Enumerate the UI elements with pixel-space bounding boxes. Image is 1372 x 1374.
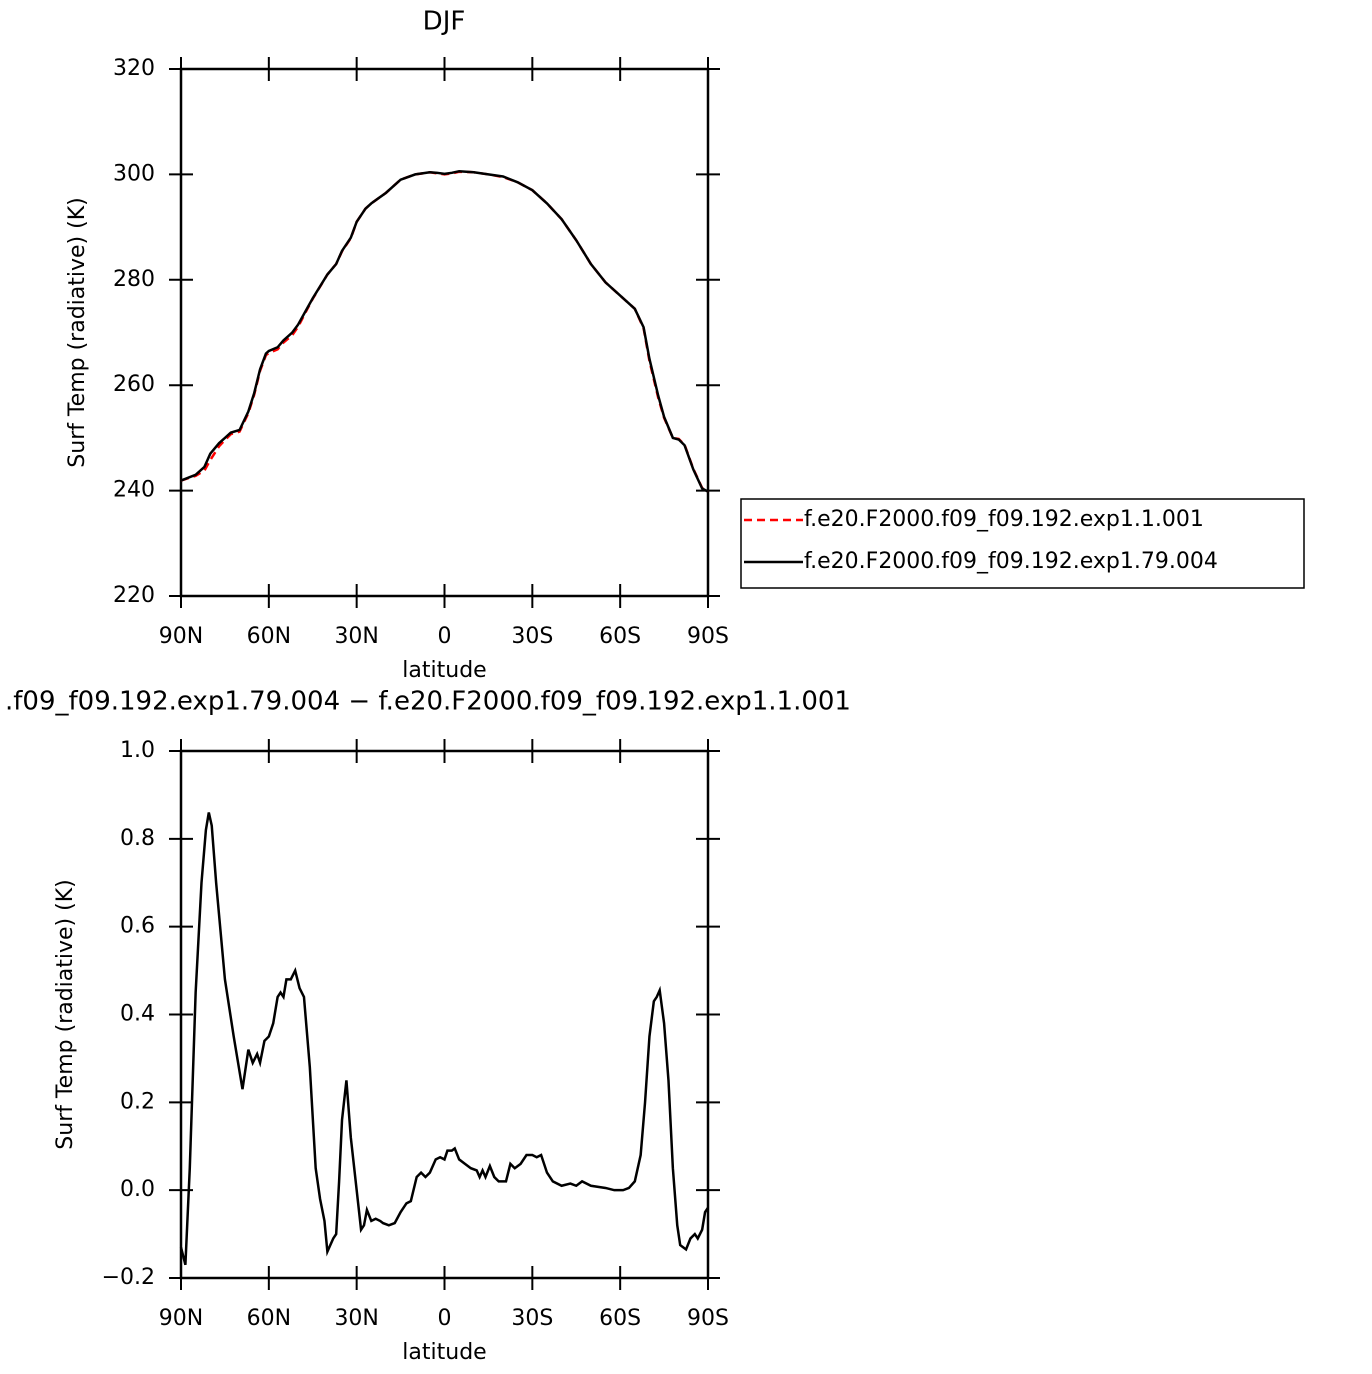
x-tick-label: 60S [599, 1306, 641, 1331]
y-axis-label: Surf Temp (radiative) (K) [53, 879, 78, 1149]
y-tick-label: −0.2 [102, 1265, 155, 1290]
chart-title: .f09_f09.192.exp1.79.004 − f.e20.F2000.f… [5, 687, 851, 717]
x-axis-label: latitude [402, 1340, 486, 1365]
chart-title: DJF [423, 7, 466, 37]
x-tick-label: 0 [438, 1306, 452, 1331]
x-tick-label: 0 [438, 624, 452, 649]
x-tick-label: 90S [687, 624, 729, 649]
y-tick-label: 0.6 [120, 914, 155, 939]
y-tick-label: 1.0 [120, 738, 155, 763]
plot-frame [179, 67, 710, 598]
x-tick-label: 60N [247, 624, 291, 649]
x-tick-label: 60N [247, 1306, 291, 1331]
x-tick-label: 30N [334, 624, 378, 649]
y-tick-label: 280 [113, 267, 155, 292]
y-tick-label: 0.4 [120, 1002, 155, 1027]
y-tick-label: 220 [113, 583, 155, 608]
y-tick-label: 0.2 [120, 1089, 155, 1114]
y-tick-label: 0.0 [120, 1177, 155, 1202]
y-tick-label: 320 [113, 56, 155, 81]
x-axis-label: latitude [402, 658, 486, 683]
x-tick-label: 90N [159, 1306, 203, 1331]
x-tick-label: 90S [687, 1306, 729, 1331]
data-line [180, 170, 709, 493]
y-axis-label: Surf Temp (radiative) (K) [65, 197, 90, 467]
y-tick-label: 0.8 [120, 826, 155, 851]
x-tick-label: 30S [511, 624, 553, 649]
x-tick-label: 60S [599, 624, 641, 649]
data-line [180, 169, 709, 493]
legend-label: f.e20.F2000.f09_f09.192.exp1.79.004 [804, 549, 1218, 574]
data-line [179, 812, 710, 1266]
legend-box [740, 498, 1305, 589]
x-tick-label: 30S [511, 1306, 553, 1331]
y-tick-label: 240 [113, 478, 155, 503]
legend-label: f.e20.F2000.f09_f09.192.exp1.1.001 [804, 507, 1204, 532]
y-tick-label: 260 [113, 372, 155, 397]
x-tick-label: 30N [334, 1306, 378, 1331]
plot-frame [179, 749, 710, 1280]
y-tick-label: 300 [113, 161, 155, 186]
x-tick-label: 90N [159, 624, 203, 649]
